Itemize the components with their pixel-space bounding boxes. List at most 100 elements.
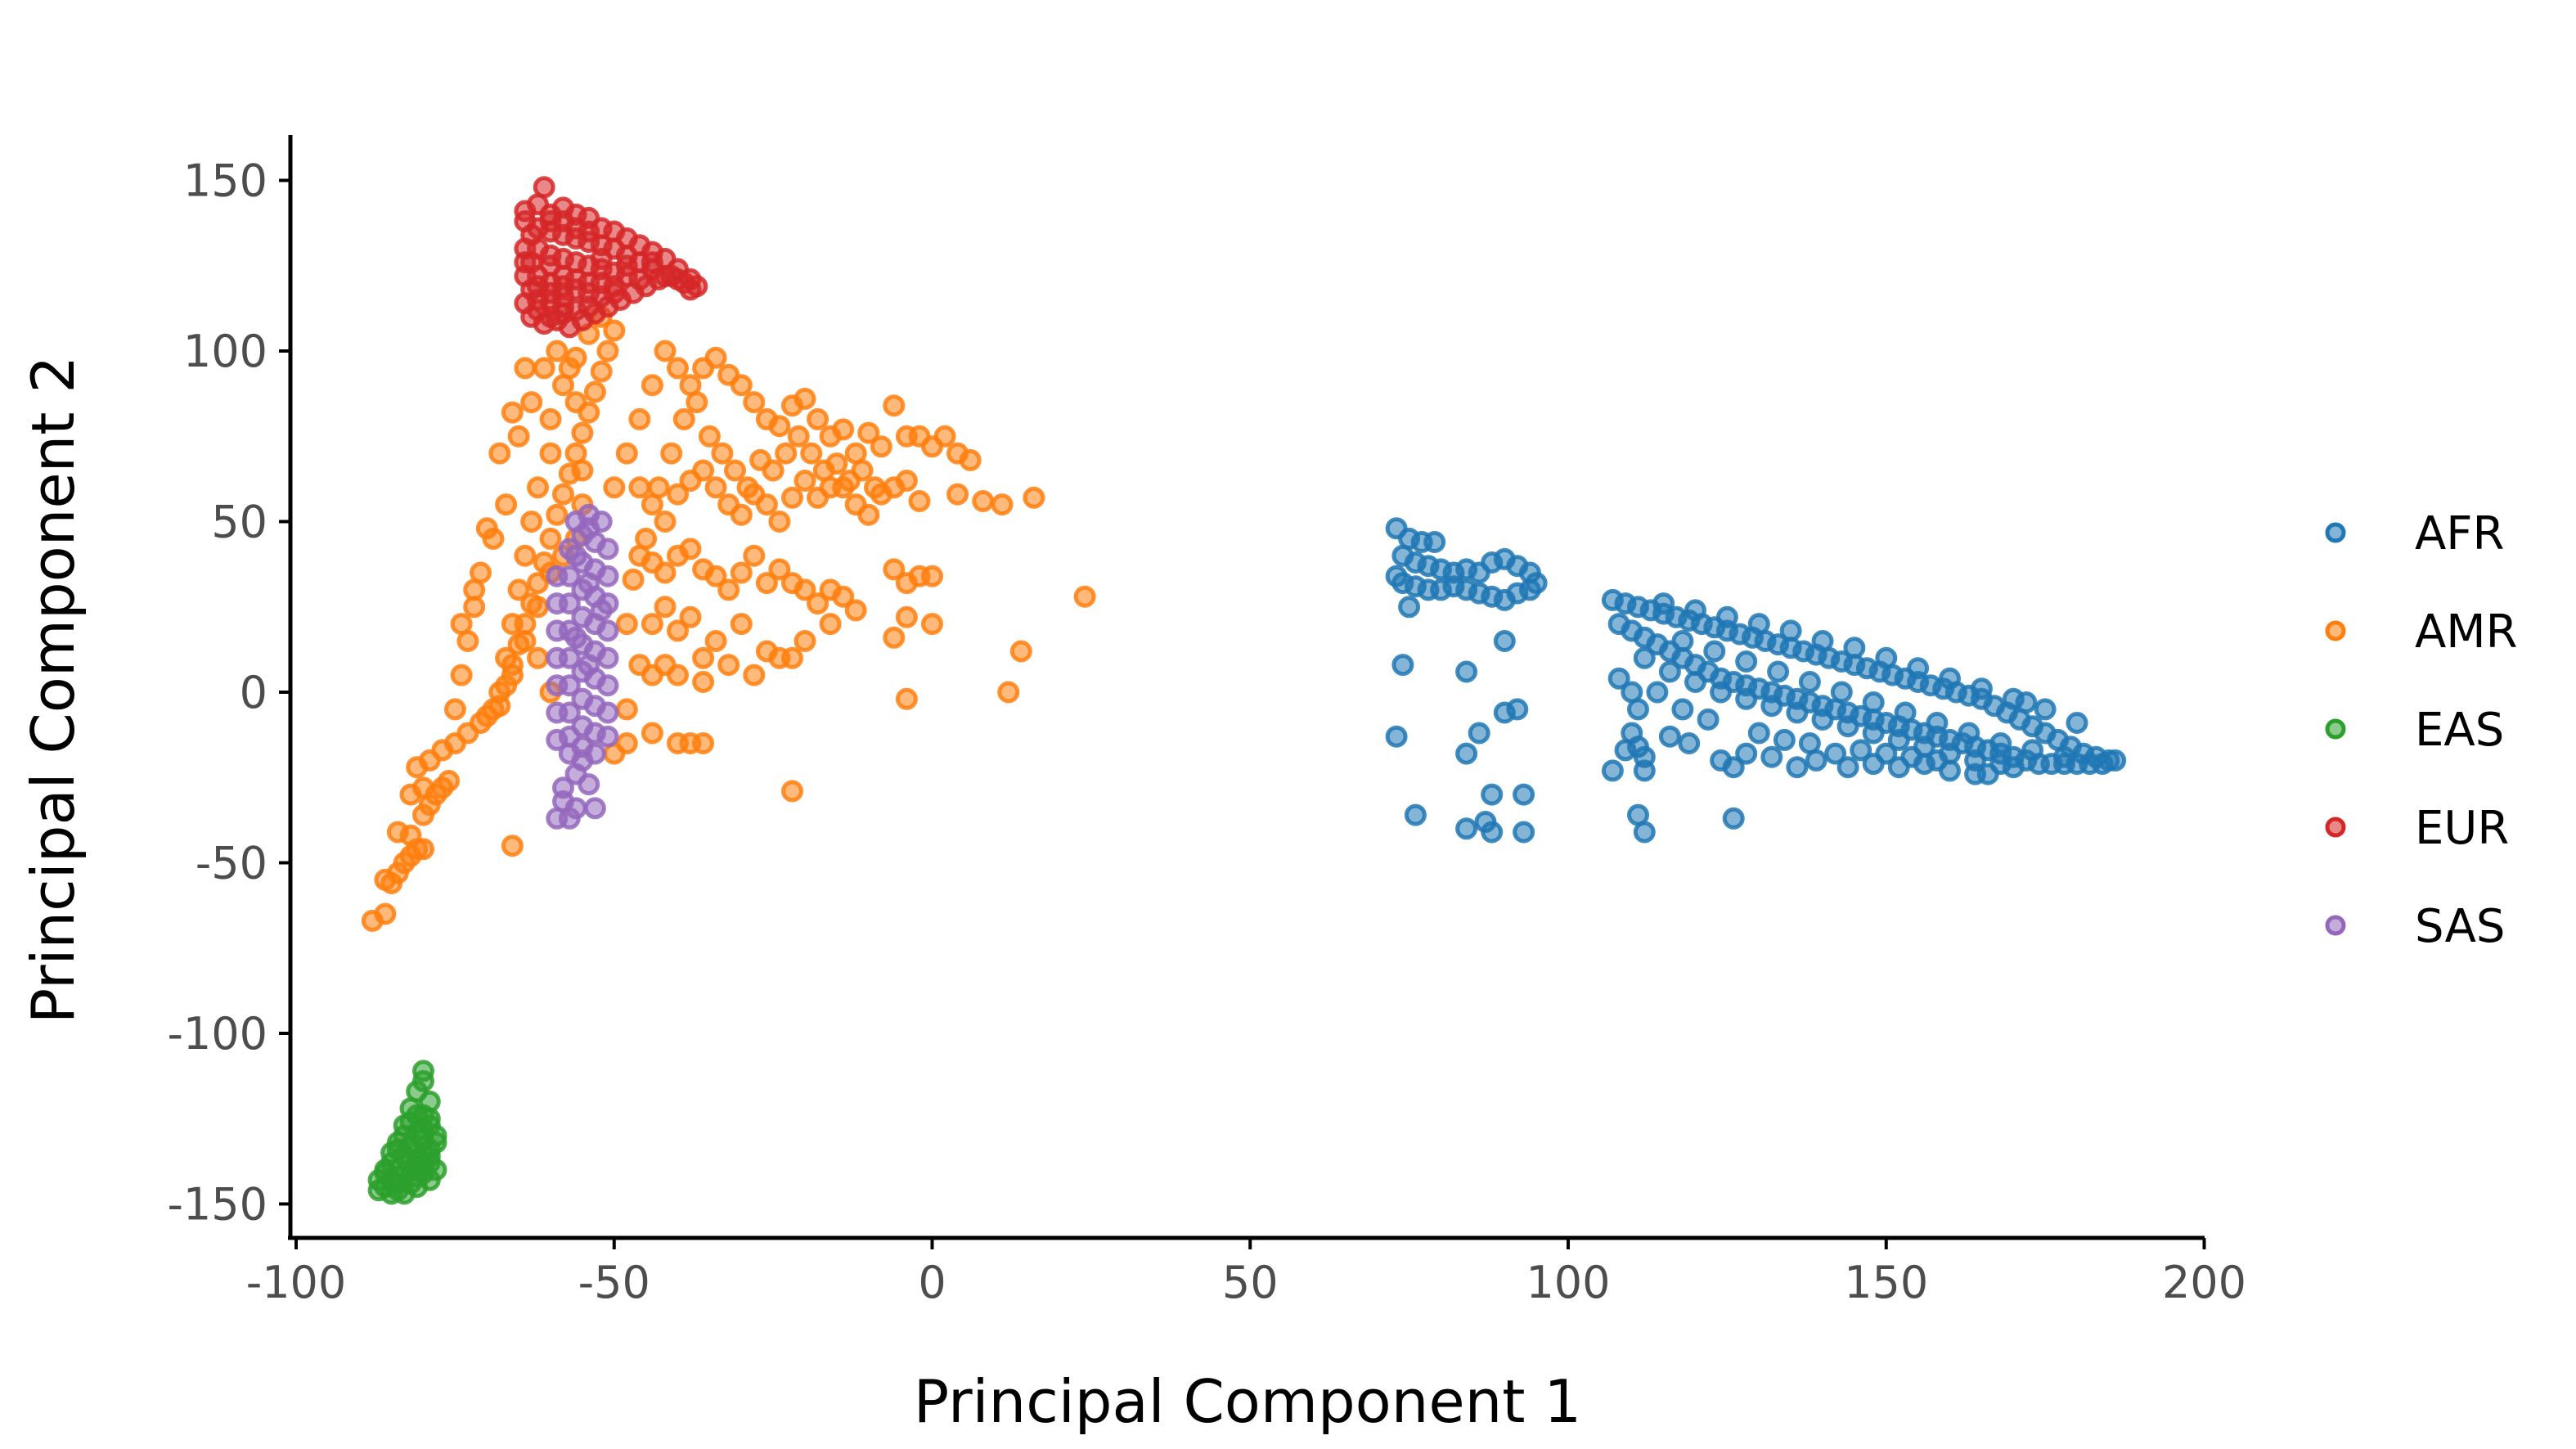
data-point-sas (546, 674, 569, 697)
data-point-afr (1455, 660, 1478, 683)
data-point-amr (399, 783, 422, 806)
data-point-eur (615, 254, 638, 277)
data-point-amr (641, 374, 663, 397)
data-point-afr (1722, 756, 1745, 779)
data-point-amr (762, 459, 784, 482)
data-point-amr (520, 391, 543, 414)
data-point-amr (692, 646, 715, 669)
data-point-afr (2066, 712, 2088, 734)
data-point-eur (578, 295, 600, 318)
series-afr (1385, 517, 2127, 844)
legend-marker (2325, 522, 2346, 543)
data-point-amr (857, 503, 880, 526)
data-point-amr (583, 380, 606, 403)
data-point-afr (1747, 722, 1770, 745)
data-point-afr (1481, 821, 1504, 844)
data-point-amr (768, 415, 791, 438)
data-point-amr (615, 613, 638, 636)
data-point-amr (628, 407, 651, 430)
data-point-amr (883, 558, 906, 581)
data-point-afr (1786, 701, 1809, 724)
data-point-amr (844, 599, 867, 622)
data-point-amr (654, 596, 677, 619)
data-point-amr (704, 476, 727, 499)
data-point-sas (596, 725, 619, 748)
data-point-amr (539, 527, 562, 550)
data-point-sas (578, 654, 600, 677)
data-point-amr (807, 592, 829, 615)
data-point-amr (443, 698, 466, 721)
data-point-sas (596, 619, 619, 642)
data-point-amr (781, 486, 803, 509)
data-point-amr (686, 391, 708, 414)
data-point-afr (1518, 578, 1541, 601)
data-point-afr (1747, 613, 1770, 636)
data-point-afr (1887, 728, 1910, 751)
data-point-eur (628, 268, 651, 290)
data-point-eur (578, 220, 600, 243)
data-point-sas (596, 701, 619, 724)
data-point-afr (1385, 565, 1408, 587)
data-point-amr (800, 442, 823, 465)
data-point-amr (730, 613, 753, 636)
data-point-amr (482, 698, 505, 721)
y-tick-label: 100 (183, 326, 267, 377)
data-point-afr (1455, 817, 1478, 840)
data-point-amr (679, 605, 702, 628)
data-point-amr (851, 459, 874, 482)
data-point-amr (399, 824, 422, 847)
data-point-afr (1773, 728, 1796, 751)
x-tick-label: 150 (1844, 1257, 1928, 1308)
data-point-afr (2034, 698, 2057, 721)
legend-item-sas: SAS (2325, 900, 2505, 953)
data-point-amr (959, 448, 982, 471)
data-point-amr (717, 654, 740, 677)
data-point-afr (1735, 687, 1758, 710)
data-point-amr (832, 585, 855, 608)
data-point-sas (596, 538, 619, 560)
data-point-amr (539, 407, 562, 430)
data-point-afr (1760, 695, 1783, 718)
data-point-amr (603, 319, 626, 342)
data-point-sas (578, 773, 600, 796)
data-point-amr (672, 407, 695, 430)
data-point-amr (883, 626, 906, 649)
data-point-amr (507, 578, 530, 601)
data-point-amr (654, 561, 677, 584)
data-point-afr (2021, 739, 2044, 762)
data-point-afr (1513, 821, 1535, 844)
data-point-afr (1385, 725, 1408, 748)
series-eas (367, 1060, 447, 1205)
data-point-amr (514, 630, 537, 652)
data-point-amr (825, 452, 848, 475)
data-point-afr (1506, 698, 1529, 721)
data-point-afr (1735, 742, 1758, 765)
data-point-eas (367, 1179, 390, 1202)
data-point-afr (1658, 660, 1681, 683)
data-point-amr (514, 544, 537, 567)
data-point-eur (514, 251, 537, 274)
data-point-amr (520, 511, 543, 533)
data-point-amr (807, 407, 829, 430)
data-point-eas (374, 1159, 397, 1181)
data-point-afr (1767, 660, 1790, 683)
data-point-sas (546, 728, 569, 751)
data-point-amr (895, 470, 918, 492)
data-point-amr (539, 442, 562, 465)
series-eur (514, 176, 708, 339)
data-point-amr (507, 425, 530, 448)
data-point-afr (1722, 807, 1745, 830)
data-point-afr (1614, 739, 1637, 762)
data-point-amr (654, 511, 677, 533)
data-point-sas (558, 807, 581, 830)
x-tick-label: -100 (246, 1257, 347, 1308)
data-point-amr (711, 442, 734, 465)
data-point-afr (1830, 681, 1853, 704)
data-point-amr (527, 596, 549, 619)
data-point-amr (895, 687, 918, 710)
data-point-sas (546, 701, 569, 724)
data-point-sas (596, 674, 619, 697)
data-point-amr (501, 613, 524, 636)
data-point-amr (1009, 640, 1032, 663)
